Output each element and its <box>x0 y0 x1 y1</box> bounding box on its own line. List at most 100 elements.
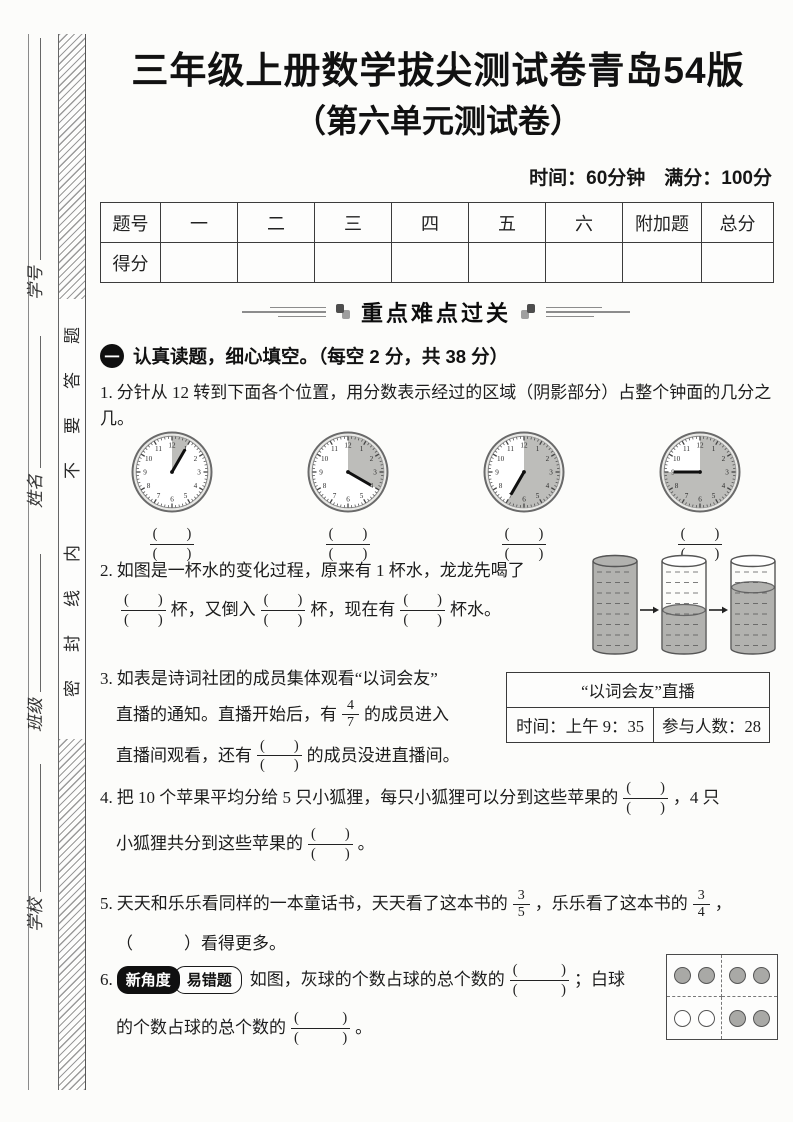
svg-text:2: 2 <box>722 455 726 463</box>
score-header-cell: 总分 <box>701 202 774 243</box>
question-2-text: 杯，现在有 <box>310 600 396 620</box>
fraction-numerator-blank: ( ) <box>149 526 195 545</box>
fraction-blank[interactable]: ( )( ) <box>509 962 569 998</box>
question-5-text: ，乐乐看了这本书的 <box>534 894 688 914</box>
white-ball <box>697 1009 715 1027</box>
fraction-blank[interactable]: ( )( ) <box>501 526 547 562</box>
banner-squares-right-icon <box>521 304 536 320</box>
livestream-table-title: “以词会友”直播 <box>506 672 770 708</box>
name-blank-line[interactable] <box>40 336 41 468</box>
time-score-meta: 时间：60分钟 满分：100分 <box>529 168 772 189</box>
clock-cell: 1 2 3 4 5 6 7 8 9 10 11 12( )( ) <box>130 430 214 562</box>
svg-text:3: 3 <box>549 469 553 477</box>
score-table-header-row: 题号 一 二 三 四 五 六 附加题 总分 <box>100 202 774 243</box>
score-cell[interactable] <box>545 242 623 283</box>
page-title: 三年级上册数学拔尖测试卷青岛54版 <box>131 50 745 91</box>
score-cell[interactable] <box>160 242 238 283</box>
seal-char: 线 <box>62 590 82 607</box>
score-cell[interactable] <box>468 242 546 283</box>
score-header-cell: 五 <box>468 202 546 243</box>
question-6-line-2: 的个数占球的总个数的 ( )( ) 。 <box>100 1010 660 1046</box>
clock-cell: 1 2 3 4 5 6 7 8 9 10 11 12( )( ) <box>658 430 742 562</box>
fraction-blank[interactable]: ( )( ) <box>623 780 668 816</box>
svg-text:7: 7 <box>685 492 689 500</box>
svg-text:4: 4 <box>722 482 726 490</box>
score-cell[interactable] <box>237 242 315 283</box>
svg-text:1: 1 <box>184 445 188 453</box>
score-cell[interactable] <box>622 242 702 283</box>
svg-text:1: 1 <box>712 445 716 453</box>
question-1-number: 1. <box>100 383 113 402</box>
gray-ball <box>753 1009 770 1027</box>
question-1: 1. 分针从 12 转到下面各个位置，用分数表示经过的区域（阴影部分）占整个钟面的… <box>100 380 776 433</box>
svg-text:12: 12 <box>696 442 704 450</box>
seal-line-text: 题答要不内线封密 <box>59 299 85 739</box>
question-1-text: 分针从 12 转到下面各个位置，用分数表示经过的区域（阴影部分）占整个钟面的几分… <box>100 383 772 429</box>
svg-text:2: 2 <box>370 455 374 463</box>
score-cell[interactable] <box>314 242 392 283</box>
error-prone-badge: 易错题 <box>173 966 242 995</box>
score-header-cell: 附加题 <box>622 202 702 243</box>
question-6-number: 6. <box>100 970 113 989</box>
question-6-text: 如图，灰球的个数占球的总个数的 <box>249 970 505 989</box>
question-3-line-3: 直播间观看，还有 ( )( ) 的成员没进直播间。 <box>100 738 510 774</box>
svg-text:5: 5 <box>360 492 364 500</box>
question-3-text: 的成员没进直播间。 <box>306 745 460 765</box>
field-student-number: 学号 <box>18 38 45 300</box>
question-5-answer-blank[interactable]: （ ）看得更多。 <box>116 934 286 954</box>
student-number-label: 学号 <box>26 266 45 300</box>
svg-text:12: 12 <box>168 442 176 450</box>
section-one-header: 一 认真读题，细心填空。（每空 2 分，共 38 分） <box>100 343 776 369</box>
gray-ball <box>673 967 691 984</box>
balls-quadrant <box>722 997 777 1039</box>
class-label: 班级 <box>26 698 45 732</box>
svg-text:11: 11 <box>331 445 338 453</box>
question-2-text: 杯水。 <box>450 600 502 620</box>
balls-figure <box>666 954 778 1040</box>
fraction-numerator-blank: ( ) <box>501 526 547 545</box>
question-6-line-1: 6. 新角度 易错题 如图，灰球的个数占球的总个数的 ( )( ) ；白球 <box>100 962 660 998</box>
svg-text:11: 11 <box>683 445 690 453</box>
balls-quadrant <box>722 955 777 997</box>
fraction-blank[interactable]: ( )( ) <box>325 526 371 562</box>
name-label: 姓名 <box>26 474 45 508</box>
score-cell[interactable] <box>391 242 469 283</box>
svg-text:3: 3 <box>725 469 729 477</box>
class-blank-line[interactable] <box>40 554 41 692</box>
svg-text:5: 5 <box>712 492 716 500</box>
banner-lines-right-icon <box>546 306 630 318</box>
fraction-blank[interactable]: ( )( ) <box>121 592 166 628</box>
fraction-blank[interactable]: ( )( ) <box>260 592 306 628</box>
field-class: 班级 <box>18 554 45 732</box>
score-cell[interactable] <box>701 242 774 283</box>
fraction-blank[interactable]: ( )( ) <box>257 738 302 774</box>
clock-row: 1 2 3 4 5 6 7 8 9 10 11 12( )( ) 1 2 3 4 5 6 7 8 9 10 11 12( )… <box>100 430 772 562</box>
svg-text:10: 10 <box>321 455 329 463</box>
school-blank-line[interactable] <box>40 764 41 892</box>
svg-text:2: 2 <box>546 455 550 463</box>
seal-char: 封 <box>62 635 82 652</box>
fraction-blank[interactable]: ( )( ) <box>291 1010 351 1046</box>
svg-text:12: 12 <box>520 442 528 450</box>
clock-cell: 1 2 3 4 5 6 7 8 9 10 11 12( )( ) <box>482 430 566 562</box>
score-header-cell: 三 <box>314 202 392 243</box>
field-school: 学校 <box>18 764 45 932</box>
fraction-blank[interactable]: ( )( ) <box>400 592 446 628</box>
question-4-text: 。 <box>357 834 375 854</box>
svg-text:9: 9 <box>671 469 675 477</box>
score-header-cell: 二 <box>237 202 315 243</box>
score-table-score-row: 得分 <box>100 242 774 283</box>
svg-text:5: 5 <box>184 492 188 500</box>
banner-squares-left-icon <box>335 304 351 320</box>
svg-text:4: 4 <box>370 482 374 490</box>
fraction-blank[interactable]: ( )( ) <box>149 526 195 562</box>
student-number-blank-line[interactable] <box>40 38 41 260</box>
fraction-denominator-blank: ( ) <box>328 545 368 562</box>
fraction-blank[interactable]: ( )( ) <box>308 826 353 862</box>
